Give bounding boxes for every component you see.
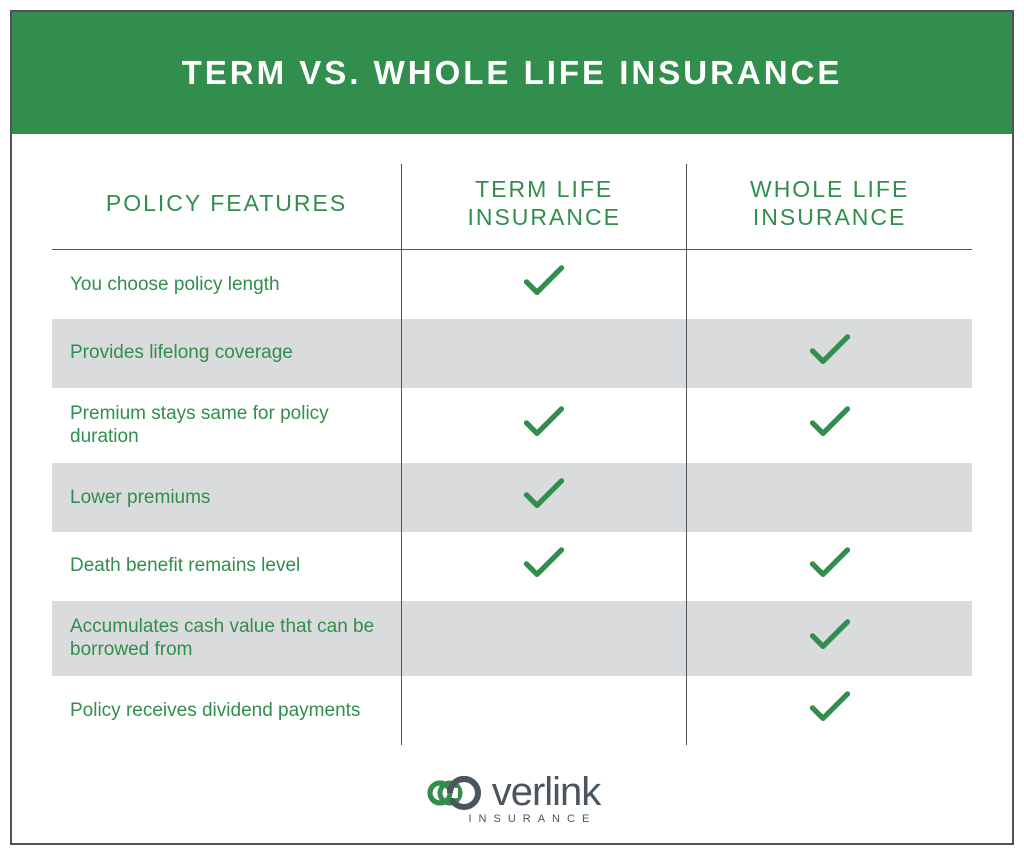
chain-link-icon (424, 775, 494, 811)
feature-cell: Provides lifelong coverage (52, 319, 402, 388)
feature-cell: Lower premiums (52, 463, 402, 532)
feature-cell: Accumulates cash value that can be borro… (52, 601, 402, 677)
whole-cell (687, 601, 972, 677)
whole-cell (687, 250, 972, 319)
feature-cell: Policy receives dividend payments (52, 676, 402, 745)
term-cell (402, 388, 687, 464)
whole-cell (687, 319, 972, 388)
whole-cell (687, 388, 972, 464)
term-cell (402, 319, 687, 388)
term-cell (402, 250, 687, 319)
table-row: Death benefit remains level (52, 532, 972, 601)
feature-cell: Premium stays same for policy duration (52, 388, 402, 464)
title-bar: TERM VS. WHOLE LIFE INSURANCE (12, 12, 1012, 134)
page-title: TERM VS. WHOLE LIFE INSURANCE (182, 54, 843, 91)
table-container: POLICY FEATURES TERM LIFE INSURANCE WHOL… (12, 134, 1012, 756)
table-row: Premium stays same for policy duration (52, 388, 972, 464)
table-row: Policy receives dividend payments (52, 676, 972, 745)
table-header-row: POLICY FEATURES TERM LIFE INSURANCE WHOL… (52, 164, 972, 250)
table-row: You choose policy length (52, 250, 972, 319)
col-header-features: POLICY FEATURES (52, 164, 402, 250)
table-row: Accumulates cash value that can be borro… (52, 601, 972, 677)
check-icon (523, 546, 565, 580)
whole-cell (687, 463, 972, 532)
check-icon (523, 405, 565, 439)
infographic-frame: TERM VS. WHOLE LIFE INSURANCE POLICY FEA… (10, 10, 1014, 845)
term-cell (402, 532, 687, 601)
term-cell (402, 463, 687, 532)
logo-subtext: INSURANCE (469, 813, 601, 825)
check-icon (523, 264, 565, 298)
col-header-term: TERM LIFE INSURANCE (402, 164, 687, 250)
comparison-table: POLICY FEATURES TERM LIFE INSURANCE WHOL… (52, 164, 972, 745)
brand-logo: verlink INSURANCE (424, 770, 601, 825)
feature-cell: You choose policy length (52, 250, 402, 319)
check-icon (809, 546, 851, 580)
check-icon (809, 618, 851, 652)
whole-cell (687, 532, 972, 601)
logo-wordmark-row: verlink (424, 770, 601, 815)
feature-cell: Death benefit remains level (52, 532, 402, 601)
whole-cell (687, 676, 972, 745)
check-icon (809, 333, 851, 367)
check-icon (809, 405, 851, 439)
logo-text: verlink (492, 770, 601, 815)
logo-area: verlink INSURANCE (12, 756, 1012, 843)
col-header-whole: WHOLE LIFE INSURANCE (687, 164, 972, 250)
check-icon (523, 477, 565, 511)
term-cell (402, 676, 687, 745)
term-cell (402, 601, 687, 677)
table-row: Provides lifelong coverage (52, 319, 972, 388)
table-row: Lower premiums (52, 463, 972, 532)
check-icon (809, 690, 851, 724)
